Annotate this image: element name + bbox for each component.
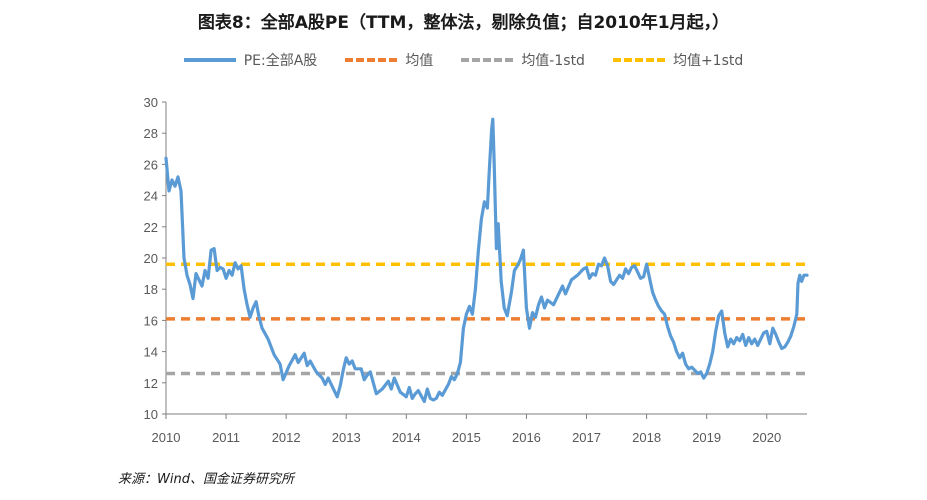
legend-label-mean-minus-std: 均值-1std [521, 53, 585, 69]
legend-item-mean-minus-std: 均值-1std [461, 50, 585, 70]
x-tick-label: 2013 [332, 430, 361, 445]
x-tick-label: 2019 [692, 430, 721, 445]
legend-label-mean: 均值 [405, 53, 434, 69]
x-tick-label: 2011 [212, 430, 240, 445]
x-tick-label: 2015 [452, 430, 481, 445]
legend-swatch-mean [345, 58, 398, 62]
legend-swatch-mean-plus-std [612, 58, 665, 62]
legend-item-mean: 均值 [345, 50, 433, 70]
x-tick-label: 2017 [572, 430, 601, 445]
legend-item-pe: PE:全部A股 [183, 50, 318, 70]
x-tick-label: 2012 [272, 430, 301, 445]
y-tick-label: 18 [144, 282, 158, 297]
x-tick-label: 2016 [512, 430, 541, 445]
legend-item-mean-plus-std: 均值+1std [612, 50, 744, 70]
pe-series-line [164, 117, 809, 404]
y-tick-label: 10 [144, 407, 158, 422]
x-tick-label: 2018 [632, 430, 661, 445]
chart-legend: PE:全部A股 均值 均值-1std 均值+1std [0, 50, 927, 70]
chart-title: 图表8：全部A股PE（TTM，整体法，剔除负值；自2010年1月起，） [197, 13, 730, 33]
y-tick-label: 22 [144, 220, 158, 235]
legend-swatch-mean-minus-std [461, 58, 514, 62]
y-tick-label: 12 [144, 376, 158, 391]
y-tick-label: 28 [144, 126, 158, 141]
y-tick-label: 16 [144, 313, 158, 328]
y-tick-label: 24 [144, 189, 158, 204]
x-tick-label: 2014 [392, 430, 421, 445]
y-tick-label: 20 [144, 251, 158, 266]
y-tick-label: 26 [144, 157, 158, 172]
y-tick-label: 14 [144, 345, 158, 360]
legend-swatch-pe [183, 58, 236, 62]
y-tick-label: 30 [144, 95, 158, 110]
x-tick-label: 2020 [752, 430, 781, 445]
source-note: 来源：Wind、国金证券研究所 [118, 472, 294, 487]
legend-label-pe: PE:全部A股 [243, 53, 318, 69]
x-tick-label: 2010 [152, 430, 181, 445]
legend-label-mean-plus-std: 均值+1std [672, 53, 744, 69]
